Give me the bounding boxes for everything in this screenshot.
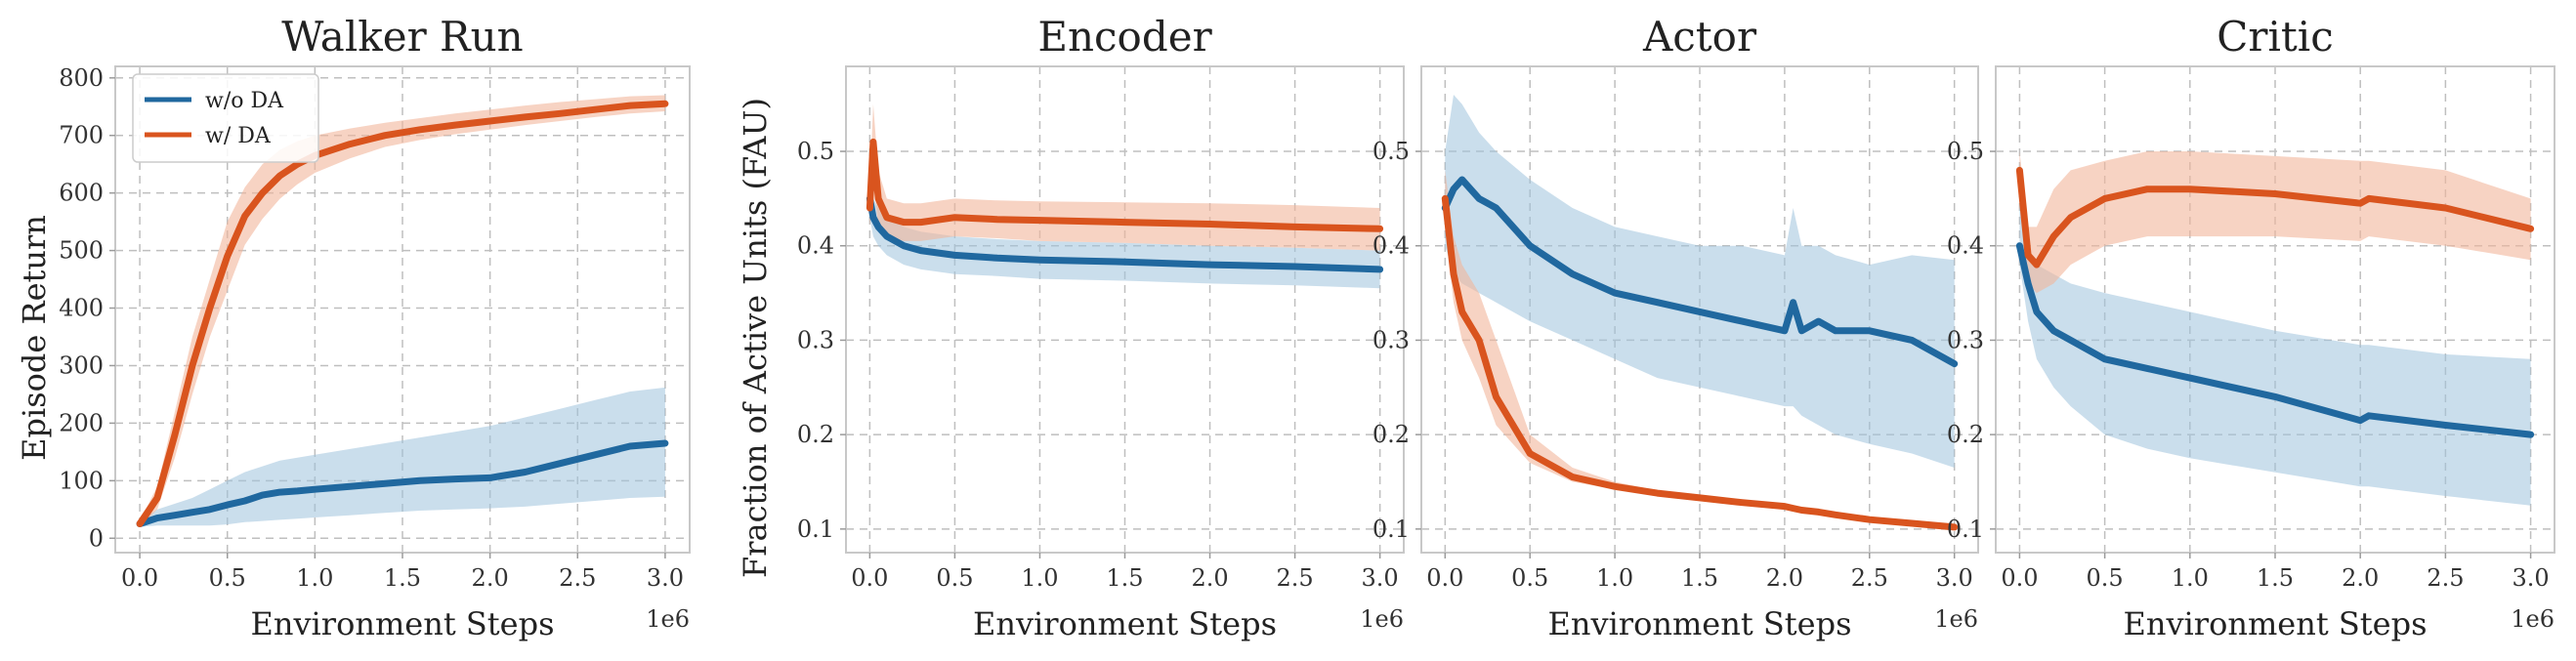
series-line-without-da (2015, 242, 2535, 438)
y-axis-label-left: Episode Return (16, 215, 53, 461)
y-tick-label: 500 (59, 237, 104, 265)
y-tick-label: 700 (59, 122, 104, 149)
x-axis-label: Environment Steps (973, 605, 1277, 642)
y-tick-label: 0.3 (1947, 326, 1984, 353)
x-tick-label: 1.0 (1021, 564, 1058, 592)
series-line-with-da (866, 138, 1384, 232)
panel-title: Encoder (1037, 13, 1212, 61)
y-tick-label: 100 (59, 467, 104, 494)
x-tick-label: 1.0 (296, 564, 333, 592)
x-tick-label: 2.5 (1276, 564, 1313, 592)
panel-title: Actor (1642, 13, 1757, 61)
legend: w/o DA w/ DA (132, 73, 319, 163)
x-tick-label: 2.0 (1191, 564, 1228, 592)
y-tick-label: 0.1 (797, 516, 834, 543)
confidence-band-without-da (1445, 95, 1955, 468)
y-tick-label: 600 (59, 180, 104, 207)
confidence-band-with-da (140, 95, 665, 527)
x-tick-label: 0.0 (121, 564, 158, 592)
panel-encoder: 0.0 0.5 1.0 1.5 2.0 2.5 3.0 0.1 0.2 0.3 0.4 0.5 Enco… (797, 13, 1405, 642)
confidence-band-with-da (869, 103, 1380, 251)
y-tick-label: 0.3 (797, 326, 834, 353)
y-tick-label: 0.4 (797, 232, 834, 260)
x-axis-exponent: 1e6 (646, 605, 690, 633)
x-tick-label: 2.0 (472, 564, 509, 592)
panel-title: Critic (2217, 13, 2333, 61)
series-line-without-da (1441, 176, 1959, 368)
x-axis-exponent: 1e6 (1934, 605, 1978, 633)
x-axis-label: Environment Steps (251, 605, 555, 642)
y-tick-label: 0.5 (797, 138, 834, 165)
y-tick-label: 0.2 (797, 421, 834, 448)
y-tick-label: 0.4 (1947, 232, 1984, 260)
x-axis-exponent: 1e6 (1360, 605, 1404, 633)
y-tick-label: 0.3 (1372, 326, 1410, 353)
x-tick-label: 1.0 (2172, 564, 2209, 592)
x-tick-label: 3.0 (1362, 564, 1399, 592)
x-tick-label: 2.5 (2427, 564, 2464, 592)
y-tick-label: 300 (59, 351, 104, 379)
panel-walker-run: 0.0 0.5 1.0 1.5 2.0 2.5 3.0 0 100 200 300 400 500 600… (59, 13, 691, 642)
y-tick-label: 0.1 (1947, 516, 1984, 543)
y-tick-label: 0 (89, 524, 104, 552)
x-tick-label: 0.0 (851, 564, 888, 592)
x-tick-label: 0.5 (936, 564, 973, 592)
x-tick-label: 2.0 (1766, 564, 1803, 592)
y-tick-label: 0.4 (1372, 232, 1410, 260)
x-tick-label: 1.5 (384, 564, 421, 592)
x-tick-label: 3.0 (2512, 564, 2549, 592)
y-tick-label: 200 (59, 409, 104, 436)
panel-actor: 0.0 0.5 1.0 1.5 2.0 2.5 3.0 0.1 0.2 0.3 0.4 0.5 Acto… (1372, 13, 1979, 642)
legend-box (132, 73, 319, 163)
y-axis-label-right: Fraction of Active Units (FAU) (737, 98, 774, 578)
x-tick-label: 1.5 (1681, 564, 1718, 592)
y-tick-label: 400 (59, 295, 104, 322)
series-line-without-da (866, 194, 1384, 273)
x-axis-exponent: 1e6 (2511, 605, 2555, 633)
x-axis-label: Environment Steps (2124, 605, 2428, 642)
x-tick-label: 0.5 (2087, 564, 2124, 592)
panel-critic: 0.0 0.5 1.0 1.5 2.0 2.5 3.0 0.1 0.2 0.3 0.4 0.5 Crit… (1947, 13, 2555, 642)
series-line-with-da (1441, 194, 1959, 531)
y-tick-label: 0.5 (1947, 138, 1984, 165)
x-axis-label: Environment Steps (1548, 605, 1852, 642)
y-tick-label: 800 (59, 64, 104, 92)
x-tick-label: 1.5 (2257, 564, 2294, 592)
x-tick-label: 2.5 (559, 564, 596, 592)
y-tick-label: 0.5 (1372, 138, 1410, 165)
x-tick-label: 3.0 (1936, 564, 1973, 592)
series-line-without-da (136, 439, 669, 527)
series-line-with-da (2015, 166, 2535, 269)
y-tick-label: 0.1 (1372, 516, 1410, 543)
x-tick-label: 1.0 (1596, 564, 1633, 592)
confidence-band-without-da (2019, 208, 2531, 506)
legend-label: w/ DA (205, 124, 272, 148)
x-tick-label: 0.0 (2001, 564, 2038, 592)
y-tick-label: 0.2 (1372, 421, 1410, 448)
x-tick-label: 0.5 (1511, 564, 1548, 592)
legend-label: w/o DA (205, 89, 284, 113)
x-tick-label: 0.0 (1426, 564, 1463, 592)
x-tick-label: 2.5 (1851, 564, 1888, 592)
panel-title: Walker Run (281, 13, 523, 61)
x-tick-label: 2.0 (2342, 564, 2379, 592)
x-tick-label: 1.5 (1106, 564, 1143, 592)
y-tick-label: 0.2 (1947, 421, 1984, 448)
x-tick-label: 3.0 (647, 564, 684, 592)
x-tick-label: 0.5 (209, 564, 246, 592)
